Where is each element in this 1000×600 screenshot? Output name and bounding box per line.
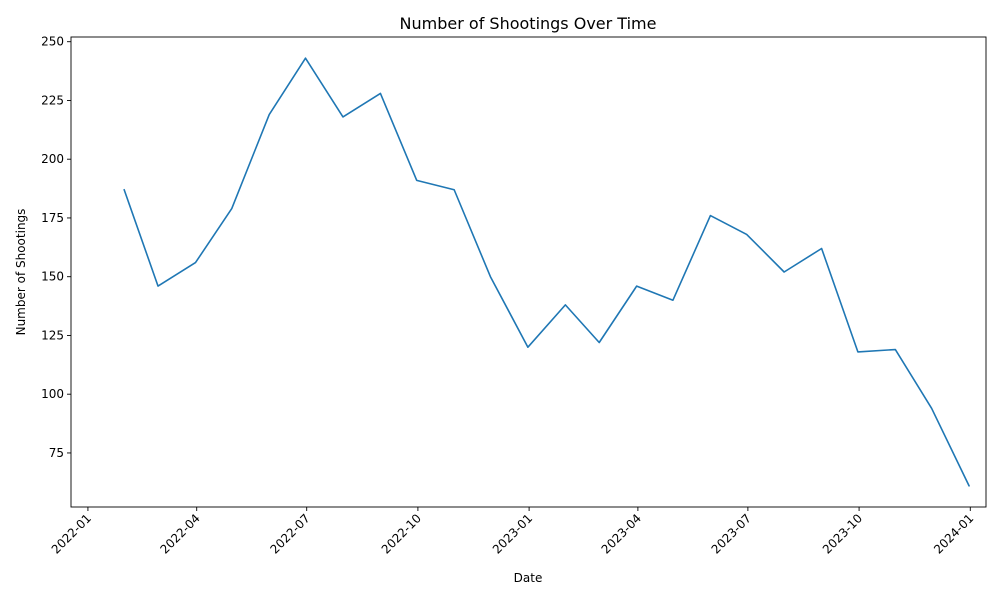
y-tick-label: 200	[41, 152, 64, 166]
axes-frame	[70, 36, 987, 508]
y-tick-label: 150	[41, 270, 64, 284]
chart-title: Number of Shootings Over Time	[400, 14, 657, 33]
x-axis-label: Date	[514, 571, 543, 585]
plot-area	[123, 57, 970, 487]
y-tick-label: 225	[41, 93, 64, 107]
y-axis: 75 100 125 150 175 200 225 250	[41, 35, 71, 460]
y-axis-label: Number of Shootings	[14, 209, 28, 336]
y-tick-label: 125	[41, 328, 64, 342]
y-tick-label: 175	[41, 211, 64, 225]
series-line	[123, 57, 970, 487]
y-tick-label: 100	[41, 387, 64, 401]
y-tick-label: 250	[41, 35, 64, 49]
y-tick-label: 75	[49, 446, 64, 460]
